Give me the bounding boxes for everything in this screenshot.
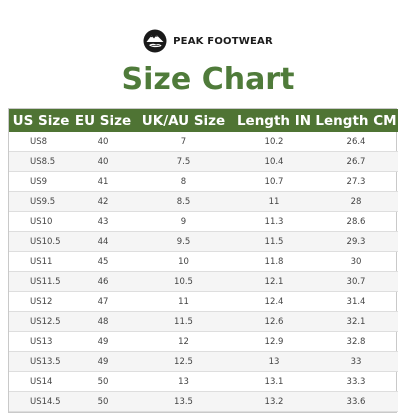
table-row: US12.5 48 11.5 12.6 32.1 <box>9 311 398 332</box>
column-header: UK/AU Size <box>133 109 234 132</box>
table-cell: 45 <box>73 251 133 272</box>
table-row: US10.5 44 9.5 11.5 29.3 <box>9 231 398 252</box>
table-cell: 11 <box>234 191 314 212</box>
table-cell: 28 <box>314 191 398 212</box>
table-row: US12 47 11 12.4 31.4 <box>9 291 398 312</box>
table-cell: 10.5 <box>133 271 234 292</box>
table-cell: 11.8 <box>234 251 314 272</box>
table-cell: 30.7 <box>314 271 398 292</box>
table-cell: 11.5 <box>234 231 314 252</box>
table-cell: 8 <box>133 171 234 192</box>
table-cell: US10 <box>9 211 73 232</box>
table-cell: 42 <box>73 191 133 212</box>
table-cell: 12.6 <box>234 311 314 332</box>
table-cell: 50 <box>73 371 133 392</box>
table-row: US11 45 10 11.8 30 <box>9 251 398 272</box>
table-cell: 32.1 <box>314 311 398 332</box>
table-cell: 49 <box>73 351 133 372</box>
column-header: Length CM <box>314 109 398 132</box>
table-cell: 33 <box>314 351 398 372</box>
table-cell: 13.1 <box>234 371 314 392</box>
table-row: US11.5 46 10.5 12.1 30.7 <box>9 271 398 292</box>
mountain-shoe-emblem-icon <box>143 29 167 53</box>
table-cell: US9.5 <box>9 191 73 212</box>
table-cell: 9 <box>133 211 234 232</box>
table-cell: 48 <box>73 311 133 332</box>
table-cell: 33.6 <box>314 391 398 412</box>
column-header: US Size <box>9 109 73 132</box>
table-cell: US8 <box>9 132 73 152</box>
table-cell: 41 <box>73 171 133 192</box>
table-cell: 49 <box>73 331 133 352</box>
table-cell: US8.5 <box>9 151 73 172</box>
table-cell: 50 <box>73 391 133 412</box>
table-cell: 10.7 <box>234 171 314 192</box>
table-cell: US12.5 <box>9 311 73 332</box>
table-cell: 13.2 <box>234 391 314 412</box>
table-cell: US11.5 <box>9 271 73 292</box>
table-cell: 43 <box>73 211 133 232</box>
table-cell: US12 <box>9 291 73 312</box>
table-cell: 10.2 <box>234 132 314 152</box>
table-cell: 13.5 <box>133 391 234 412</box>
table-cell: 27.3 <box>314 171 398 192</box>
table-row: US14.5 50 13.5 13.2 33.6 <box>9 391 398 412</box>
size-chart-table: US Size EU Size UK/AU Size Length IN Length … <box>8 108 398 413</box>
table-cell: 12 <box>133 331 234 352</box>
table-cell: 10.4 <box>234 151 314 172</box>
table-cell: 26.7 <box>314 151 398 172</box>
page-title: Size Chart <box>121 62 295 97</box>
table-row: US13.5 49 12.5 13 33 <box>9 351 398 372</box>
table-cell: US9 <box>9 171 73 192</box>
table-cell: 11 <box>133 291 234 312</box>
table-cell: 33.3 <box>314 371 398 392</box>
table-cell: 12.9 <box>234 331 314 352</box>
table-cell: 8.5 <box>133 191 234 212</box>
table-cell: 7 <box>133 132 234 152</box>
table-cell: US10.5 <box>9 231 73 252</box>
table-row: US14 50 13 13.1 33.3 <box>9 371 398 392</box>
table-cell: US13.5 <box>9 351 73 372</box>
table-cell: 40 <box>73 132 133 152</box>
column-header: EU Size <box>73 109 133 132</box>
table-cell: US14 <box>9 371 73 392</box>
table-cell: 12.4 <box>234 291 314 312</box>
table-cell: 13 <box>133 371 234 392</box>
table-cell: 13 <box>234 351 314 372</box>
table-cell: 30 <box>314 251 398 272</box>
table-cell: 7.5 <box>133 151 234 172</box>
table-row: US10 43 9 11.3 28.6 <box>9 211 398 232</box>
table-cell: 29.3 <box>314 231 398 252</box>
table-cell: 31.4 <box>314 291 398 312</box>
table-cell: 11.3 <box>234 211 314 232</box>
table-cell: US13 <box>9 331 73 352</box>
table-row: US9.5 42 8.5 11 28 <box>9 191 398 212</box>
table-header-row: US Size EU Size UK/AU Size Length IN Length … <box>9 109 398 132</box>
table-row: US13 49 12 12.9 32.8 <box>9 331 398 352</box>
table-row: US8.5 40 7.5 10.4 26.7 <box>9 151 398 172</box>
table-cell: 26.4 <box>314 132 398 152</box>
brand-header: PEAK FOOTWEAR <box>0 26 416 56</box>
table-cell: 32.8 <box>314 331 398 352</box>
table-cell: 10 <box>133 251 234 272</box>
table-body: US8 40 7 10.2 26.4 US8.5 40 7.5 10.4 26.7 US9 41 8 10… <box>9 132 398 412</box>
table-cell: US14.5 <box>9 391 73 412</box>
table-row: US9 41 8 10.7 27.3 <box>9 171 398 192</box>
table-cell: 11.5 <box>133 311 234 332</box>
table-cell: 28.6 <box>314 211 398 232</box>
table-cell: US11 <box>9 251 73 272</box>
column-header: Length IN <box>234 109 314 132</box>
table-cell: 44 <box>73 231 133 252</box>
table-cell: 47 <box>73 291 133 312</box>
table-cell: 46 <box>73 271 133 292</box>
table-cell: 9.5 <box>133 231 234 252</box>
table-cell: 40 <box>73 151 133 172</box>
brand-name: PEAK FOOTWEAR <box>173 35 273 47</box>
table-cell: 12.5 <box>133 351 234 372</box>
table-cell: 12.1 <box>234 271 314 292</box>
table-row: US8 40 7 10.2 26.4 <box>9 132 398 152</box>
